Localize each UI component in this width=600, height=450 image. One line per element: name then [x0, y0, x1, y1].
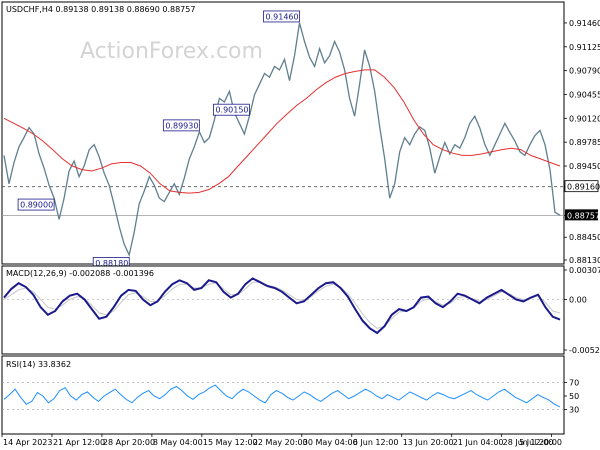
price-y-tick-label: 0.89450	[569, 162, 600, 171]
rsi-pane: RSI(14) 33.8362 70 50 30	[1, 355, 579, 435]
rsi-y-tick-label: 30	[569, 406, 579, 415]
price-y-tick-label: 0.89785	[569, 138, 600, 147]
time-tick-label: 5 Jul 20:00	[519, 438, 562, 447]
price-series-line	[3, 22, 561, 258]
price-annotations: 0.91460 0.90150 0.89930 0.89000 0.88180	[17, 10, 300, 269]
macd-y-tick-label: 0.003076	[569, 266, 600, 275]
annotation-label: 0.91460	[266, 12, 299, 21]
macd-y-tick-label: -0.005268	[569, 346, 600, 355]
price-title: USDCHF,H4 0.89138 0.89138 0.88690 0.8875…	[6, 5, 195, 14]
annotation-box	[17, 198, 55, 211]
rsi-y-tick-label: 50	[569, 392, 579, 401]
time-tick-label: 22 May 20:00	[253, 438, 308, 447]
price-pane: ActionForex.com USDCHF,H4 0.89138 0.8913…	[1, 1, 600, 269]
current-price-tag	[565, 209, 598, 221]
macd-y-axis: 0.003076 0.00 -0.005268	[564, 266, 600, 355]
annotation-label: 0.88180	[95, 259, 128, 268]
price-y-tick-label: 0.91125	[569, 43, 600, 52]
rsi-line	[3, 384, 561, 408]
watermark: ActionForex.com	[80, 39, 263, 64]
time-tick-label: 14 Apr 2023	[3, 438, 52, 447]
time-tick-label: 15 May 12:00	[203, 438, 258, 447]
annotation-box	[162, 119, 200, 132]
time-tick-label: 21 Jun 04:00	[453, 438, 504, 447]
price-y-tick-label: 0.90455	[569, 90, 600, 99]
rsi-level-lines	[2, 382, 564, 410]
macd-pane-frame	[1, 265, 565, 355]
annotation-label: 0.89930	[165, 121, 198, 130]
price-y-tick-label: 0.88130	[569, 256, 600, 265]
price-y-tick-label: 0.91460	[569, 19, 600, 28]
rsi-title: RSI(14) 33.8362	[6, 360, 71, 369]
macd-pane: MACD(12,26,9) -0.002088 -0.001396 0.0030…	[1, 265, 600, 355]
annotation-label: 0.90150	[215, 106, 248, 115]
macd-y-tick-label: 0.00	[569, 295, 587, 304]
annotation-box	[213, 103, 250, 116]
annotation-label: 0.89000	[20, 201, 53, 210]
price-y-axis: 0.91460 0.91125 0.90790 0.90455 0.90120 0.897…	[564, 19, 600, 265]
rsi-y-tick-label: 70	[569, 378, 579, 387]
price-y-tick-label: 0.90790	[569, 67, 600, 76]
time-tick-label: 30 May 04:00	[303, 438, 358, 447]
time-tick-label: 28 Jun 12:00	[503, 438, 554, 447]
price-y-tick-label: 0.90120	[569, 114, 600, 123]
annotation-box	[263, 10, 300, 23]
time-tick-label: 13 Jun 20:00	[403, 438, 454, 447]
current-price-tag-label: 0.88757	[567, 211, 600, 220]
rsi-pane-frame	[1, 355, 565, 435]
time-tick-label: 8 May 04:00	[153, 438, 203, 447]
time-tick-label: 28 Apr 20:00	[103, 438, 155, 447]
macd-title: MACD(12,26,9) -0.002088 -0.001396	[6, 269, 154, 278]
price-pane-frame	[1, 1, 565, 265]
dashed-level-tag	[564, 180, 599, 193]
price-y-tick-label: 0.88450	[569, 233, 600, 242]
dashed-level-tag-label: 0.89160	[567, 183, 600, 192]
time-tick-label: 6 Jun 12:00	[353, 438, 399, 447]
macd-line	[3, 277, 561, 335]
moving-average-line	[3, 69, 561, 194]
rsi-y-axis: 70 50 30	[564, 378, 579, 415]
time-tick-label: 21 Apr 12:00	[53, 438, 105, 447]
